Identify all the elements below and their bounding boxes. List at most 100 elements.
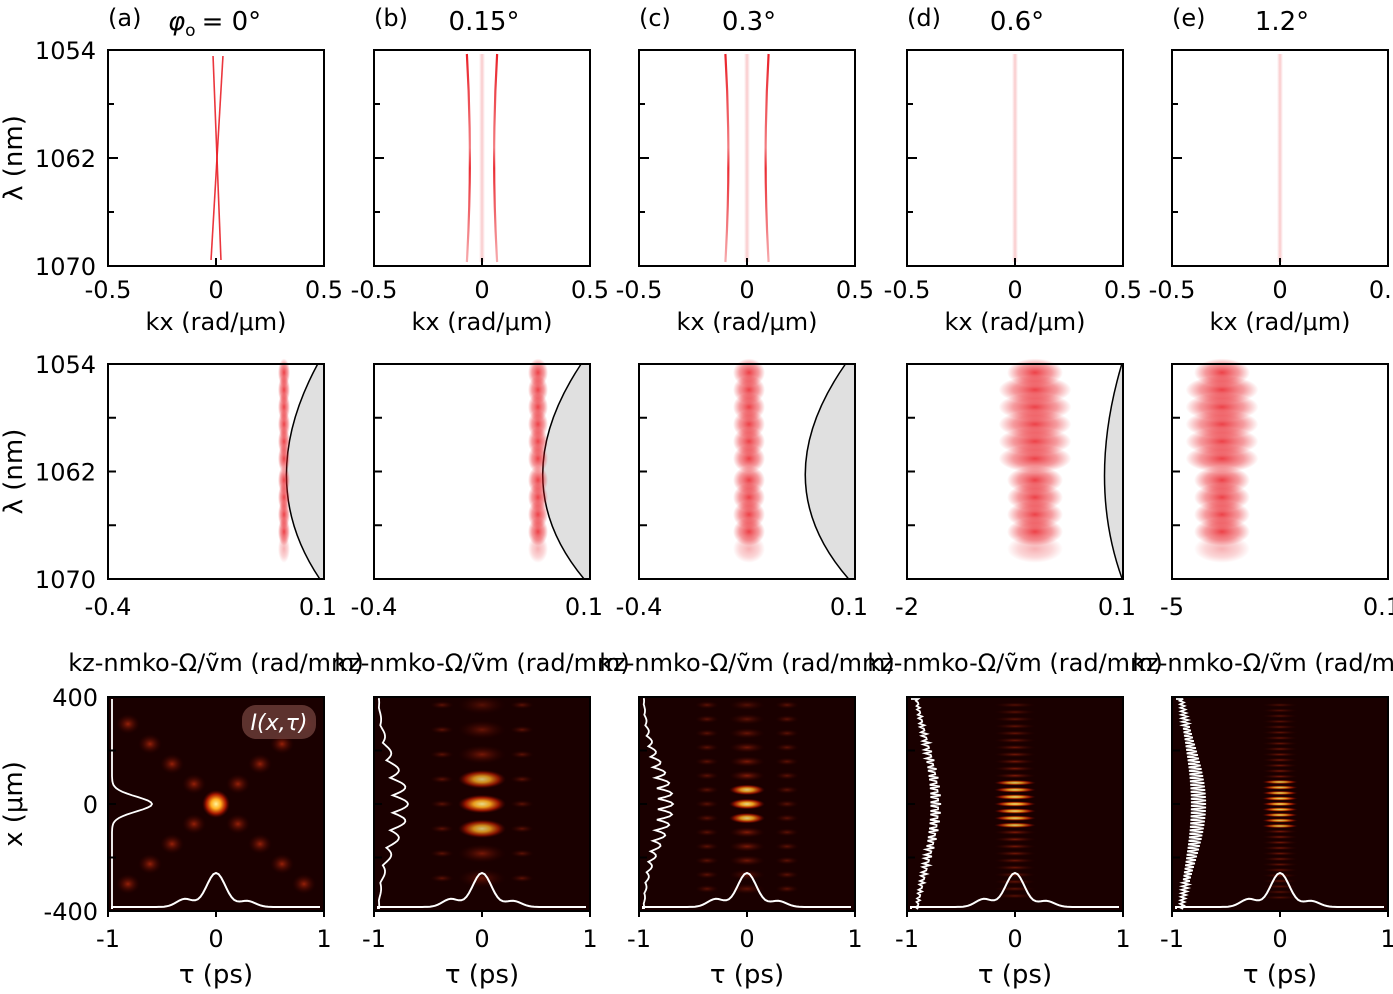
dispersion-panel: -2 0.1 kz-nmko-Ω/ṽm (rad/mm) — [867, 358, 1163, 677]
center-stripe — [744, 54, 750, 262]
spectrum-panel: -0.5 0 0.5 kx (rad/μm) — [1149, 49, 1393, 336]
intensity-panel: -1 0 1 τ (ps) — [1160, 696, 1393, 990]
panel-letter: (b) — [374, 4, 408, 32]
x-axis-label: τ (ps) — [445, 960, 519, 990]
x-tick-label: 0 — [1007, 276, 1022, 304]
intensity-panel: -1 0 1 τ (ps) — [627, 696, 863, 990]
time-profile-trace — [642, 871, 851, 909]
y-tick-label: 1070 — [35, 253, 96, 281]
y-tick-label: 1054 — [35, 351, 96, 379]
x-tick-label: -1 — [96, 925, 120, 953]
spectrum-panel: -0.5 0 0.5 kx (rad/μm) — [616, 49, 874, 336]
intensity-panel: -1 0 1 τ (ps) 400 0 -400 x (μm) I(x,τ) — [0, 684, 332, 990]
spatial-profile-trace — [111, 699, 154, 909]
x-axis-label: kz-nmko-Ω/ṽm (rad/mm) — [599, 649, 895, 677]
blob — [1185, 444, 1259, 473]
spectral-blobs — [528, 358, 548, 563]
column-1: (a) φo = 0° -0.5 0 0.5 kx (rad/μm) 1054 1062 1070… — [0, 4, 364, 990]
x-tick-label: -0.5 — [884, 276, 931, 304]
x-tick-label: -0.4 — [351, 593, 398, 621]
x-tick-label: 0.1 — [565, 593, 603, 621]
spectral-blobs — [278, 358, 290, 563]
blob — [528, 444, 548, 473]
center-stripe — [1012, 54, 1018, 262]
inset-label-badge — [242, 705, 316, 739]
y-tick-label: 400 — [52, 684, 98, 712]
column-3: (c) 0.3° -0.5 0 0.5 kx (rad/μm) -0.4 0.1 kz-nmko… — [599, 4, 895, 990]
x-tick-label: -0.4 — [616, 593, 663, 621]
blob — [278, 534, 290, 563]
spectral-stripes — [1208, 53, 1352, 262]
x-tick-label: 0 — [474, 925, 489, 953]
x-tick-label: 0.1 — [1098, 593, 1136, 621]
x-axis-label: τ (ps) — [978, 960, 1052, 990]
intensity-panel: -1 0 1 τ (ps) — [362, 695, 598, 990]
spectral-line — [764, 53, 770, 263]
x-tick-label: 1 — [582, 925, 597, 953]
x-tick-label: -0.4 — [85, 593, 132, 621]
blob — [733, 534, 765, 563]
x-axis-label: τ (ps) — [1243, 960, 1317, 990]
spectrum-panel: -0.5 0 0.5 kx (rad/μm) — [351, 49, 609, 336]
column-5: (e) 1.2° -0.5 0 0.5 kx (rad/μm) -5 0.1 kz-nmko-Ω… — [1132, 4, 1393, 990]
x-tick-label: 0 — [474, 276, 489, 304]
dispersion-panel: -0.4 0.1 kz-nmko-Ω/ṽm (rad/mm) — [599, 358, 895, 677]
x-tick-label: 0.5 — [836, 276, 874, 304]
blob — [528, 534, 548, 563]
x-tick-label: -2 — [895, 593, 919, 621]
x-tick-label: -0.5 — [616, 276, 663, 304]
x-tick-label: 1 — [316, 925, 331, 953]
forbidden-region — [1103, 363, 1124, 580]
spatial-profile-trace — [377, 698, 409, 910]
heatmap — [994, 702, 1036, 899]
y-axis-label: x (μm) — [0, 761, 29, 847]
x-tick-label: 0.1 — [830, 593, 868, 621]
dispersion-panel: -0.4 0.1 kz-nmko-Ω/ṽm (rad/mm) 1054 1062 1070… — [0, 351, 364, 677]
x-tick-label: 0.5 — [305, 276, 343, 304]
panel-letter: (d) — [907, 4, 941, 32]
x-axis-label: kz-nmko-Ω/ṽm (rad/mm) — [1132, 649, 1393, 677]
spectral-blobs — [998, 358, 1072, 563]
spatial-profile-trace — [1176, 698, 1207, 910]
time-profile-trace — [377, 871, 586, 909]
angle-label: 0.6° — [990, 7, 1044, 37]
heatmap — [430, 695, 534, 888]
x-tick-label: -0.5 — [351, 276, 398, 304]
x-tick-label: 0 — [739, 925, 754, 953]
panel-letter: (a) — [108, 4, 141, 32]
intensity-panel: -1 0 1 τ (ps) — [895, 696, 1131, 990]
dispersion-panel: -5 0.1 kz-nmko-Ω/ṽm (rad/mm) — [1132, 358, 1393, 677]
x-tick-label: -1 — [895, 925, 919, 953]
spectral-stripes — [465, 53, 499, 263]
center-stripe — [1277, 54, 1283, 262]
y-tick-label: 1062 — [35, 459, 96, 487]
y-tick-label: 1054 — [35, 37, 96, 65]
inset-label: I(x,τ) — [251, 711, 308, 736]
y-tick-label: 0 — [83, 791, 98, 819]
heatmap — [695, 699, 799, 895]
time-profile-trace — [910, 871, 1119, 909]
blob — [1194, 534, 1250, 563]
blob — [1007, 534, 1063, 563]
x-axis-label: kz-nmko-Ω/ṽm (rad/mm) — [68, 649, 364, 677]
spectral-stripes — [975, 54, 1055, 262]
angle-label: 0.3° — [722, 7, 776, 37]
x-tick-label: 0 — [1272, 925, 1287, 953]
x-tick-label: 0 — [208, 276, 223, 304]
dispersion-panel: -0.4 0.1 kz-nmko-Ω/ṽm (rad/mm) — [334, 358, 630, 677]
x-tick-label: 1 — [1115, 925, 1130, 953]
x-tick-label: -0.5 — [85, 276, 132, 304]
x-tick-label: 0 — [739, 276, 754, 304]
x-tick-label: 0.5 — [571, 276, 609, 304]
x-axis-label: kx (rad/μm) — [412, 308, 553, 336]
spectral-blobs — [733, 358, 765, 563]
angle-label: 1.2° — [1255, 7, 1309, 37]
spatial-profile-trace — [642, 698, 675, 910]
center-stripe — [479, 54, 485, 262]
x-tick-label: -1 — [362, 925, 386, 953]
time-profile-trace — [111, 871, 320, 909]
time-profile-trace — [1175, 871, 1384, 909]
spectral-line — [724, 53, 730, 263]
x-axis-label: kx (rad/μm) — [1210, 308, 1351, 336]
x-axis-label: kz-nmko-Ω/ṽm (rad/mm) — [867, 649, 1163, 677]
